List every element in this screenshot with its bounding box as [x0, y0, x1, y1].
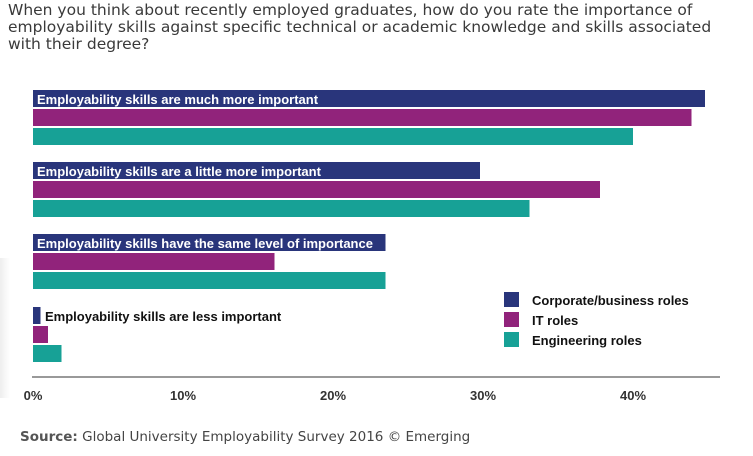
legend-label-0: Corporate/business roles	[532, 293, 689, 308]
x-tick-label-40: 40%	[620, 388, 646, 403]
bar-engineering-roles-3	[33, 345, 62, 362]
bar-corporate-business-roles-3	[33, 307, 41, 324]
bar-engineering-roles-0	[33, 128, 633, 145]
bar-chart: Employability skills are much more impor…	[24, 90, 720, 403]
legend-label-1: IT roles	[532, 313, 578, 328]
category-labels-layer: Employability skills are much more impor…	[37, 92, 373, 324]
bar-it-roles-0	[33, 109, 692, 126]
legend-swatch-2	[504, 332, 519, 347]
legend-swatch-0	[504, 292, 519, 307]
source-text: Global University Employability Survey 2…	[82, 429, 471, 445]
bar-corporate-business-roles-0	[33, 90, 705, 107]
source-label: Source:	[20, 429, 78, 445]
bar-it-roles-2	[33, 253, 275, 270]
bar-engineering-roles-1	[33, 200, 530, 217]
category-label-3: Employability skills are less important	[45, 309, 282, 324]
category-label-2: Employability skills have the same level…	[37, 236, 373, 251]
bar-engineering-roles-2	[33, 272, 386, 289]
chart-title: When you think about recently employed g…	[8, 1, 712, 53]
bar-corporate-business-roles-2	[33, 234, 386, 251]
x-tick-label-20: 20%	[320, 388, 346, 403]
left-edge-shading	[0, 258, 10, 398]
bar-corporate-business-roles-1	[33, 162, 480, 179]
category-label-0: Employability skills are much more impor…	[37, 92, 319, 107]
category-label-1: Employability skills are a little more i…	[37, 164, 322, 179]
x-tick-labels-layer: 0% 10% 20% 30% 40%	[24, 388, 647, 403]
bars-layer	[33, 90, 705, 362]
bar-it-roles-1	[33, 181, 600, 198]
legend-label-2: Engineering roles	[532, 333, 642, 348]
source-note: Source: Global University Employability …	[20, 429, 470, 445]
x-tick-label-0: 0%	[24, 388, 43, 403]
legend: Corporate/business roles IT roles Engineer…	[504, 292, 689, 348]
x-tick-label-10: 10%	[170, 388, 196, 403]
legend-swatch-1	[504, 312, 519, 327]
x-tick-label-30: 30%	[470, 388, 496, 403]
bar-it-roles-3	[33, 326, 48, 343]
